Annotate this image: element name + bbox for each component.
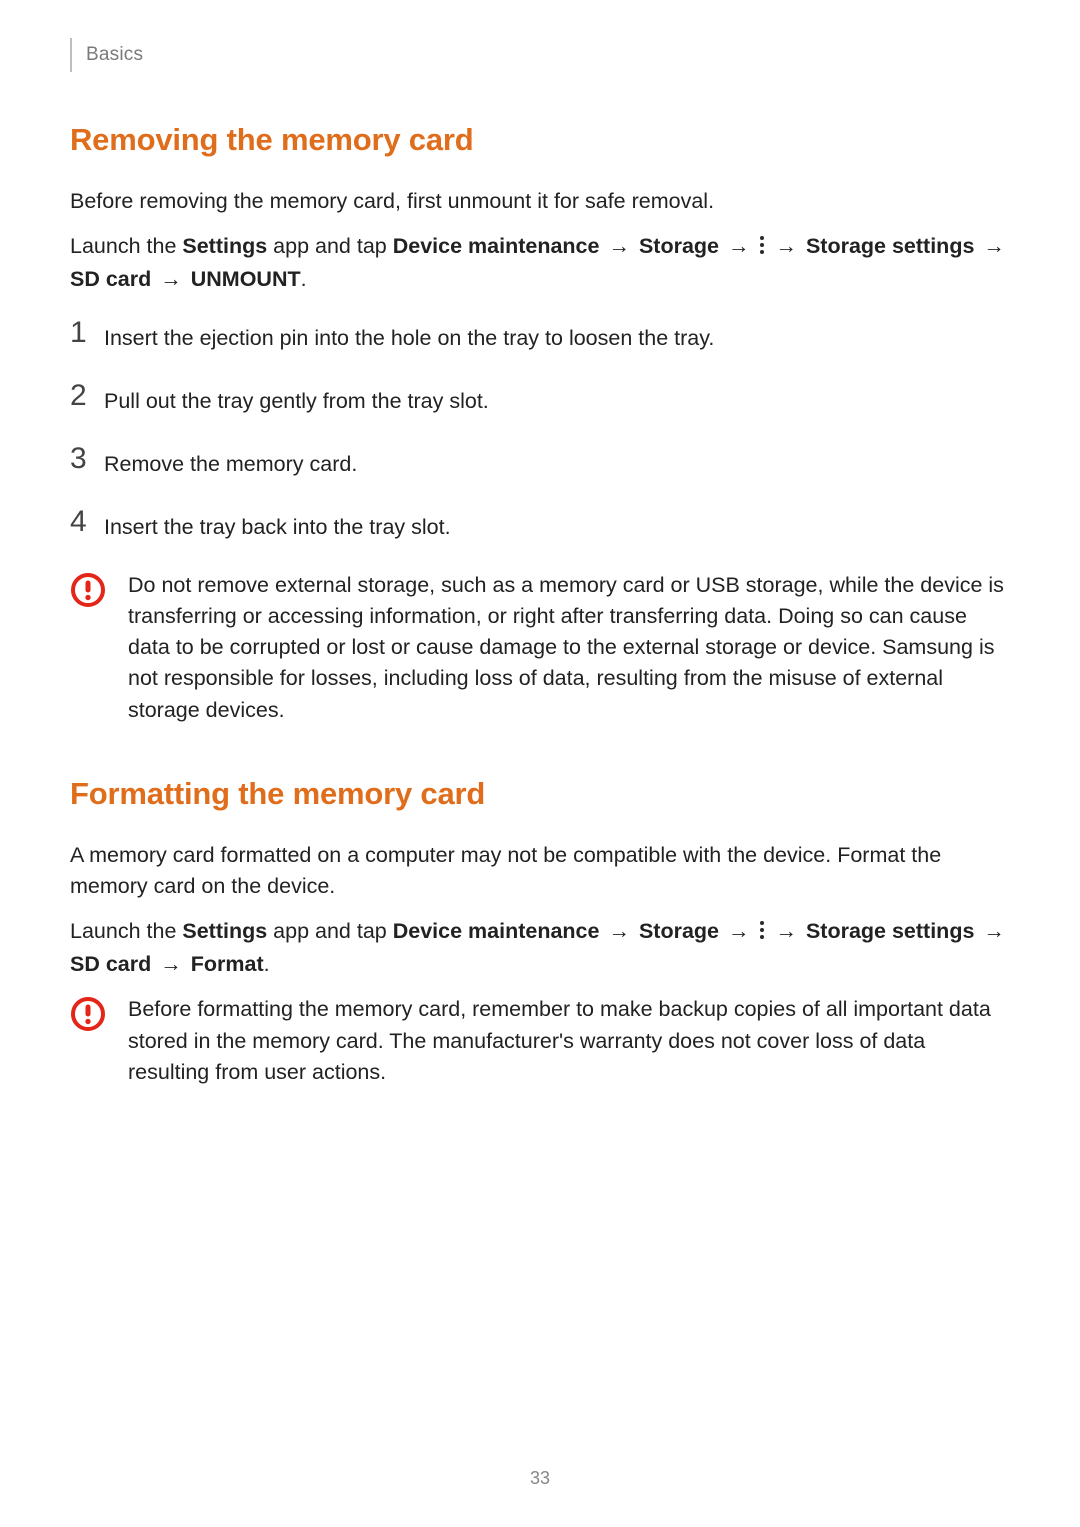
nav-storage: Storage	[639, 234, 719, 258]
nav-device-maintenance: Device maintenance	[393, 234, 600, 258]
nav-storage-settings: Storage settings	[806, 919, 974, 943]
page-header: Basics	[70, 38, 1010, 72]
nav-sd-card: SD card	[70, 267, 151, 291]
arrow-icon: →	[725, 916, 753, 947]
caution-icon	[70, 572, 106, 613]
step-text: Insert the tray back into the tray slot.	[104, 507, 451, 542]
more-options-icon	[758, 233, 766, 264]
caution-icon	[70, 996, 106, 1037]
arrow-icon: →	[157, 264, 185, 295]
step-item: 1 Insert the ejection pin into the hole …	[70, 318, 1010, 353]
nav-settings: Settings	[182, 234, 267, 258]
step-text: Remove the memory card.	[104, 444, 357, 479]
warning-text: Before formatting the memory card, remem…	[128, 994, 1010, 1088]
arrow-icon: →	[605, 916, 633, 947]
nav-sd-card: SD card	[70, 952, 151, 976]
step-item: 3 Remove the memory card.	[70, 444, 1010, 479]
arrow-icon: →	[772, 916, 800, 947]
page: Basics Removing the memory card Before r…	[0, 0, 1080, 1527]
nav-settings: Settings	[182, 919, 267, 943]
page-number: 33	[0, 1468, 1080, 1489]
arrow-icon: →	[980, 231, 1008, 262]
warning-callout-2: Before formatting the memory card, remem…	[70, 994, 1010, 1088]
nav-storage-settings: Storage settings	[806, 234, 974, 258]
arrow-icon: →	[157, 949, 185, 980]
nav-prefix: Launch the	[70, 234, 182, 258]
breadcrumb: Basics	[86, 44, 143, 66]
intro-paragraph-1: Before removing the memory card, first u…	[70, 186, 1010, 217]
nav-prefix: Launch the	[70, 919, 182, 943]
step-number: 3	[70, 444, 104, 474]
nav-storage: Storage	[639, 919, 719, 943]
nav-mid1: app and tap	[267, 234, 393, 258]
warning-text: Do not remove external storage, such as …	[128, 570, 1010, 726]
step-item: 4 Insert the tray back into the tray slo…	[70, 507, 1010, 542]
step-item: 2 Pull out the tray gently from the tray…	[70, 381, 1010, 416]
nav-format: Format	[191, 952, 264, 976]
nav-mid1: app and tap	[267, 919, 393, 943]
arrow-icon: →	[605, 231, 633, 262]
intro-paragraph-2: A memory card formatted on a computer ma…	[70, 840, 1010, 902]
period: .	[301, 267, 307, 291]
warning-callout-1: Do not remove external storage, such as …	[70, 570, 1010, 726]
nav-device-maintenance: Device maintenance	[393, 919, 600, 943]
step-number: 4	[70, 507, 104, 537]
nav-unmount: UNMOUNT	[191, 267, 301, 291]
period: .	[264, 952, 270, 976]
more-options-icon	[758, 918, 766, 949]
step-text: Pull out the tray gently from the tray s…	[104, 381, 489, 416]
arrow-icon: →	[980, 916, 1008, 947]
section-title-formatting: Formatting the memory card	[70, 776, 1010, 812]
step-number: 2	[70, 381, 104, 411]
nav-path-1: Launch the Settings app and tap Device m…	[70, 231, 1010, 295]
header-divider	[70, 38, 72, 72]
arrow-icon: →	[772, 231, 800, 262]
step-number: 1	[70, 318, 104, 348]
arrow-icon: →	[725, 231, 753, 262]
step-text: Insert the ejection pin into the hole on…	[104, 318, 714, 353]
steps-list: 1 Insert the ejection pin into the hole …	[70, 318, 1010, 542]
section-title-removing: Removing the memory card	[70, 122, 1010, 158]
nav-path-2: Launch the Settings app and tap Device m…	[70, 916, 1010, 980]
